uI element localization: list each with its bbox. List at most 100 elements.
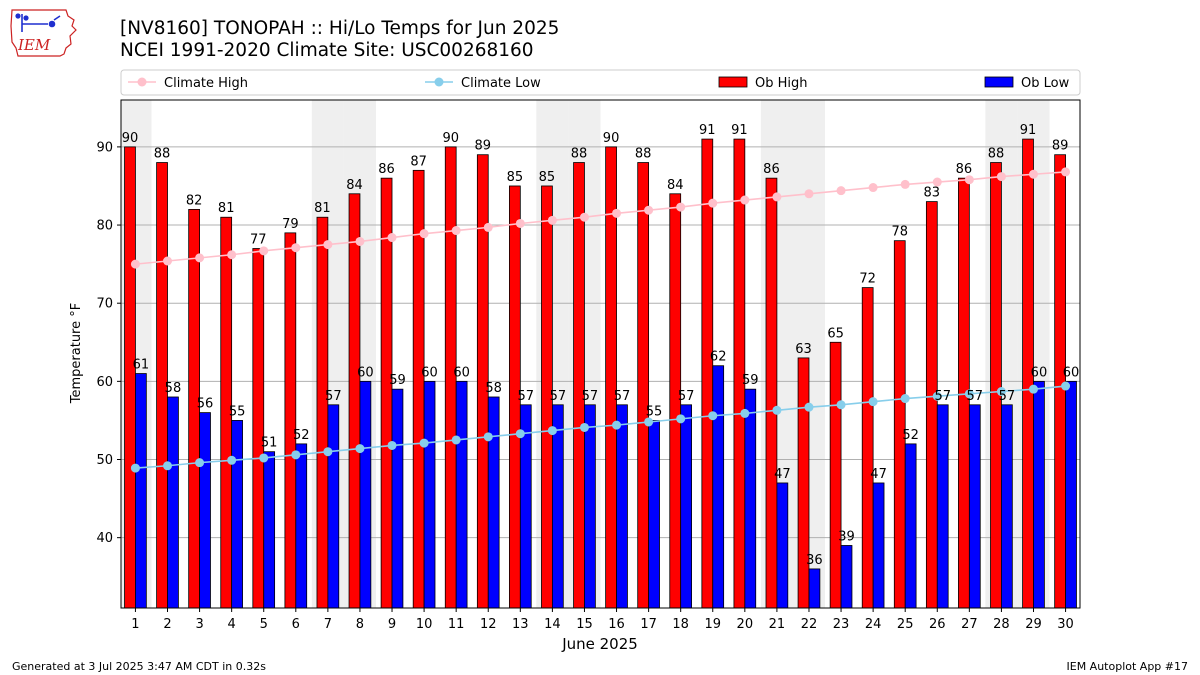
label-low-day-27: 57 xyxy=(967,389,984,404)
bar-high-day-30 xyxy=(1054,154,1066,609)
climate-high-point-day-7 xyxy=(323,240,333,250)
label-high-day-17: 88 xyxy=(635,147,652,162)
bar-low-day-29 xyxy=(1033,380,1045,609)
label-low-day-17: 55 xyxy=(646,404,663,419)
climate-low-point-day-15 xyxy=(579,422,589,432)
label-low-day-22: 36 xyxy=(806,553,823,568)
label-high-day-19: 91 xyxy=(699,123,716,138)
bar-high-day-8 xyxy=(348,193,361,609)
bar-high-day-7 xyxy=(316,216,329,609)
label-high-day-11: 90 xyxy=(442,131,459,146)
ytick-label-40: 40 xyxy=(96,531,113,546)
label-low-day-4: 55 xyxy=(229,404,246,419)
climate-low-point-day-11 xyxy=(451,435,461,445)
label-high-day-1: 90 xyxy=(122,131,139,146)
bar-high-day-22 xyxy=(797,357,810,609)
climate-high-point-day-18 xyxy=(676,202,686,212)
legend-swatch-ob-high xyxy=(718,76,748,88)
x-axis-label: June 2025 xyxy=(561,635,638,653)
climate-low-point-day-1 xyxy=(130,463,140,473)
climate-low-point-day-30 xyxy=(1061,381,1071,391)
climate-low-point-day-20 xyxy=(740,408,750,418)
label-low-day-18: 57 xyxy=(678,389,695,404)
label-high-day-22: 63 xyxy=(795,342,812,357)
bar-low-day-14 xyxy=(551,404,564,609)
bar-low-day-15 xyxy=(584,404,596,609)
climate-low-point-day-24 xyxy=(868,397,878,407)
bar-low-day-16 xyxy=(616,404,628,609)
label-low-day-12: 58 xyxy=(485,381,502,396)
bar-low-day-9 xyxy=(391,388,404,609)
bar-high-day-26 xyxy=(925,201,938,609)
climate-high-point-day-6 xyxy=(291,243,301,253)
climate-low-point-day-10 xyxy=(419,438,429,448)
label-low-day-10: 60 xyxy=(421,365,438,380)
climate-low-point-day-29 xyxy=(1028,384,1038,394)
climate-high-point-day-15 xyxy=(579,212,589,222)
chart-title: [NV8160] TONOPAH :: Hi/Lo Temps for Jun … xyxy=(120,18,559,62)
climate-high-point-day-13 xyxy=(515,218,525,228)
xtick-label-22: 22 xyxy=(801,617,818,632)
grid-lines xyxy=(121,146,1080,539)
climate-low-point-day-18 xyxy=(676,414,686,424)
label-low-day-29: 60 xyxy=(1031,365,1048,380)
xtick-label-5: 5 xyxy=(260,617,268,632)
climate-high-point-day-12 xyxy=(483,222,493,232)
bar-high-day-1 xyxy=(124,146,136,609)
xtick-label-26: 26 xyxy=(929,617,946,632)
plot-frame xyxy=(120,99,1081,609)
xtick-label-15: 15 xyxy=(576,617,593,632)
label-low-day-13: 57 xyxy=(517,389,534,404)
logo-text: IEM xyxy=(17,36,51,54)
label-high-day-18: 84 xyxy=(667,178,684,193)
ytick-label-60: 60 xyxy=(96,375,113,390)
bar-low-day-23 xyxy=(840,545,853,609)
label-high-day-3: 82 xyxy=(186,193,203,208)
label-low-day-8: 60 xyxy=(357,365,374,380)
weather-station-icon xyxy=(15,13,61,32)
bar-high-day-15 xyxy=(573,162,585,609)
bar-low-day-26 xyxy=(936,404,949,609)
climate-high-point-day-5 xyxy=(259,246,269,256)
climate-low-point-day-19 xyxy=(708,411,718,421)
xtick-label-27: 27 xyxy=(961,617,978,632)
xtick-label-30: 30 xyxy=(1057,617,1074,632)
bar-high-day-17 xyxy=(637,162,650,609)
label-low-day-20: 59 xyxy=(742,373,759,388)
label-high-day-10: 87 xyxy=(410,154,427,169)
bar-low-day-25 xyxy=(904,443,917,609)
climate-low-point-day-26 xyxy=(932,391,942,401)
ytick-label-70: 70 xyxy=(96,297,113,312)
bar-low-day-30 xyxy=(1065,380,1077,609)
bar-low-day-7 xyxy=(327,404,340,609)
climate-low-line xyxy=(135,385,1066,469)
label-low-day-23: 39 xyxy=(838,529,855,544)
climate-high-point-day-4 xyxy=(227,250,237,260)
label-high-day-6: 79 xyxy=(282,217,299,232)
title-line-1: [NV8160] TONOPAH :: Hi/Lo Temps for Jun … xyxy=(120,18,560,39)
climate-high-point-day-8 xyxy=(355,236,365,246)
label-low-day-30: 60 xyxy=(1063,365,1080,380)
label-low-day-3: 56 xyxy=(197,397,214,412)
bar-high-day-24 xyxy=(861,287,874,609)
xtick-label-18: 18 xyxy=(672,617,689,632)
bar-low-day-3 xyxy=(199,412,211,609)
bar-high-day-5 xyxy=(252,248,265,609)
bar-low-day-11 xyxy=(455,380,468,609)
climate-low-point-day-13 xyxy=(515,429,525,439)
legend-marker-climate-low xyxy=(434,77,444,87)
climate-low-point-day-21 xyxy=(772,405,782,415)
climate-low-point-day-2 xyxy=(163,461,173,471)
climate-high-point-day-19 xyxy=(708,198,718,208)
climate-low-point-day-28 xyxy=(996,387,1006,397)
bar-low-day-6 xyxy=(295,443,308,609)
bar-low-day-28 xyxy=(1001,404,1013,609)
label-high-day-12: 89 xyxy=(475,139,492,154)
bar-low-day-17 xyxy=(648,420,660,609)
label-high-day-21: 86 xyxy=(763,162,780,177)
climate-low-point-day-16 xyxy=(612,420,622,430)
climate-high-point-day-24 xyxy=(868,183,878,193)
climate-low-point-day-23 xyxy=(836,400,846,410)
climate-low-point-day-4 xyxy=(227,455,237,465)
